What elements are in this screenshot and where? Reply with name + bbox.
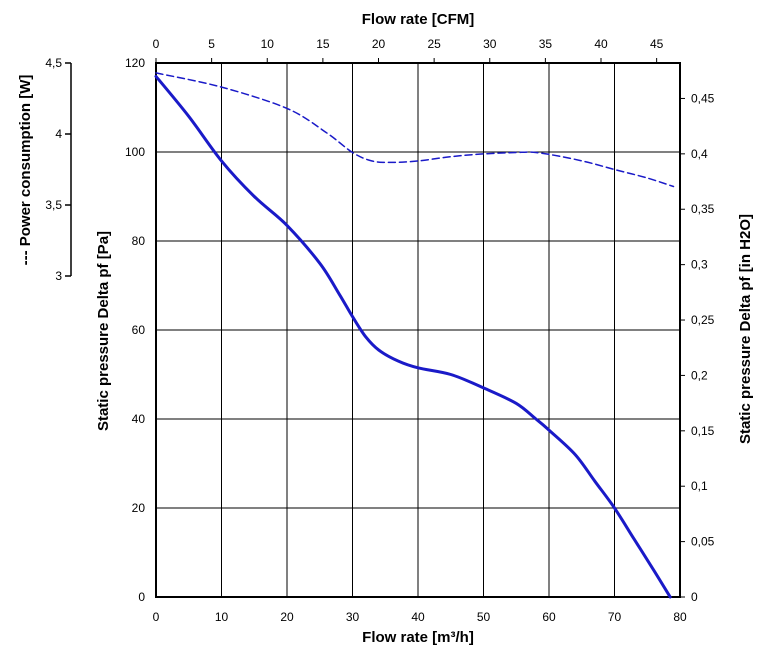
- y-axis-title: Static pressure Delta pf [Pa]: [95, 231, 112, 431]
- x-tick-label: 30: [346, 610, 360, 624]
- y-tick-label: 80: [132, 234, 146, 248]
- x-tick-label: 50: [477, 610, 491, 624]
- plot-frame: [155, 62, 681, 598]
- x-tick-label: 20: [280, 610, 294, 624]
- x2-tick-label: 30: [483, 37, 497, 51]
- y2-axis-title: Static pressure Delta pf [in H2O]: [737, 214, 754, 444]
- y-tick-label: 20: [132, 501, 146, 515]
- x-tick-label: 70: [608, 610, 622, 624]
- x-tick-label: 80: [673, 610, 687, 624]
- y-tick-label: 40: [132, 412, 146, 426]
- y3-axis-title: --- Power consumption [W]: [17, 75, 34, 266]
- y2-tick-label: 0,2: [691, 368, 708, 382]
- y3-tick-label: 3: [55, 269, 62, 283]
- y3-tick-label: 4: [55, 127, 62, 141]
- x2-tick-label: 0: [153, 37, 160, 51]
- x2-axis-title: Flow rate [CFM]: [362, 11, 475, 28]
- y2-tick-label: 0,35: [691, 202, 715, 216]
- y2-tick-label: 0,1: [691, 479, 708, 493]
- x2-tick-label: 45: [650, 37, 664, 51]
- y-axis-power: 3 3,5 4 4,5: [45, 56, 72, 283]
- y2-tick-label: 0,4: [691, 147, 708, 161]
- y2-tick-label: 0,45: [691, 91, 715, 105]
- x-tick-label: 0: [153, 610, 160, 624]
- y-tick-label: 100: [125, 145, 145, 159]
- x-axis-title: Flow rate [m³/h]: [362, 629, 474, 646]
- y2-tick-label: 0,3: [691, 258, 708, 272]
- y3-tick-label: 3,5: [45, 198, 62, 212]
- x2-tick-label: 5: [208, 37, 215, 51]
- static-pressure-line: [154, 74, 672, 599]
- y-tick-label: 60: [132, 323, 146, 337]
- x2-tick-label: 35: [539, 37, 553, 51]
- x-tick-label: 60: [542, 610, 556, 624]
- power-consumption-line: [155, 72, 675, 188]
- x-axis-cfm: 0 5 10 15 20 25 30 35 40 45: [153, 37, 664, 63]
- y2-tick-label: 0,15: [691, 424, 715, 438]
- x2-tick-label: 20: [372, 37, 386, 51]
- y2-tick-label: 0,05: [691, 535, 715, 549]
- series-layer: [154, 72, 675, 599]
- y-axis-pa: 0 20 40 60 80 100 120: [125, 56, 145, 604]
- x-axis-m3h: 0 10 20 30 40 50 60 70 80: [153, 610, 687, 624]
- x2-tick-label: 10: [261, 37, 275, 51]
- x-tick-label: 10: [215, 610, 229, 624]
- y-tick-label: 120: [125, 56, 145, 70]
- grid: [155, 62, 681, 598]
- y-tick-label: 0: [138, 590, 145, 604]
- y3-tick-label: 4,5: [45, 56, 62, 70]
- x2-tick-label: 40: [594, 37, 608, 51]
- y-axis-inh2o: 0 0,05 0,1 0,15 0,2 0,25 0,3 0,35 0,4 0,45: [680, 91, 715, 604]
- x2-tick-label: 15: [316, 37, 330, 51]
- x-tick-label: 40: [411, 610, 425, 624]
- y2-tick-label: 0: [691, 590, 698, 604]
- x2-tick-label: 25: [427, 37, 441, 51]
- y2-tick-label: 0,25: [691, 313, 715, 327]
